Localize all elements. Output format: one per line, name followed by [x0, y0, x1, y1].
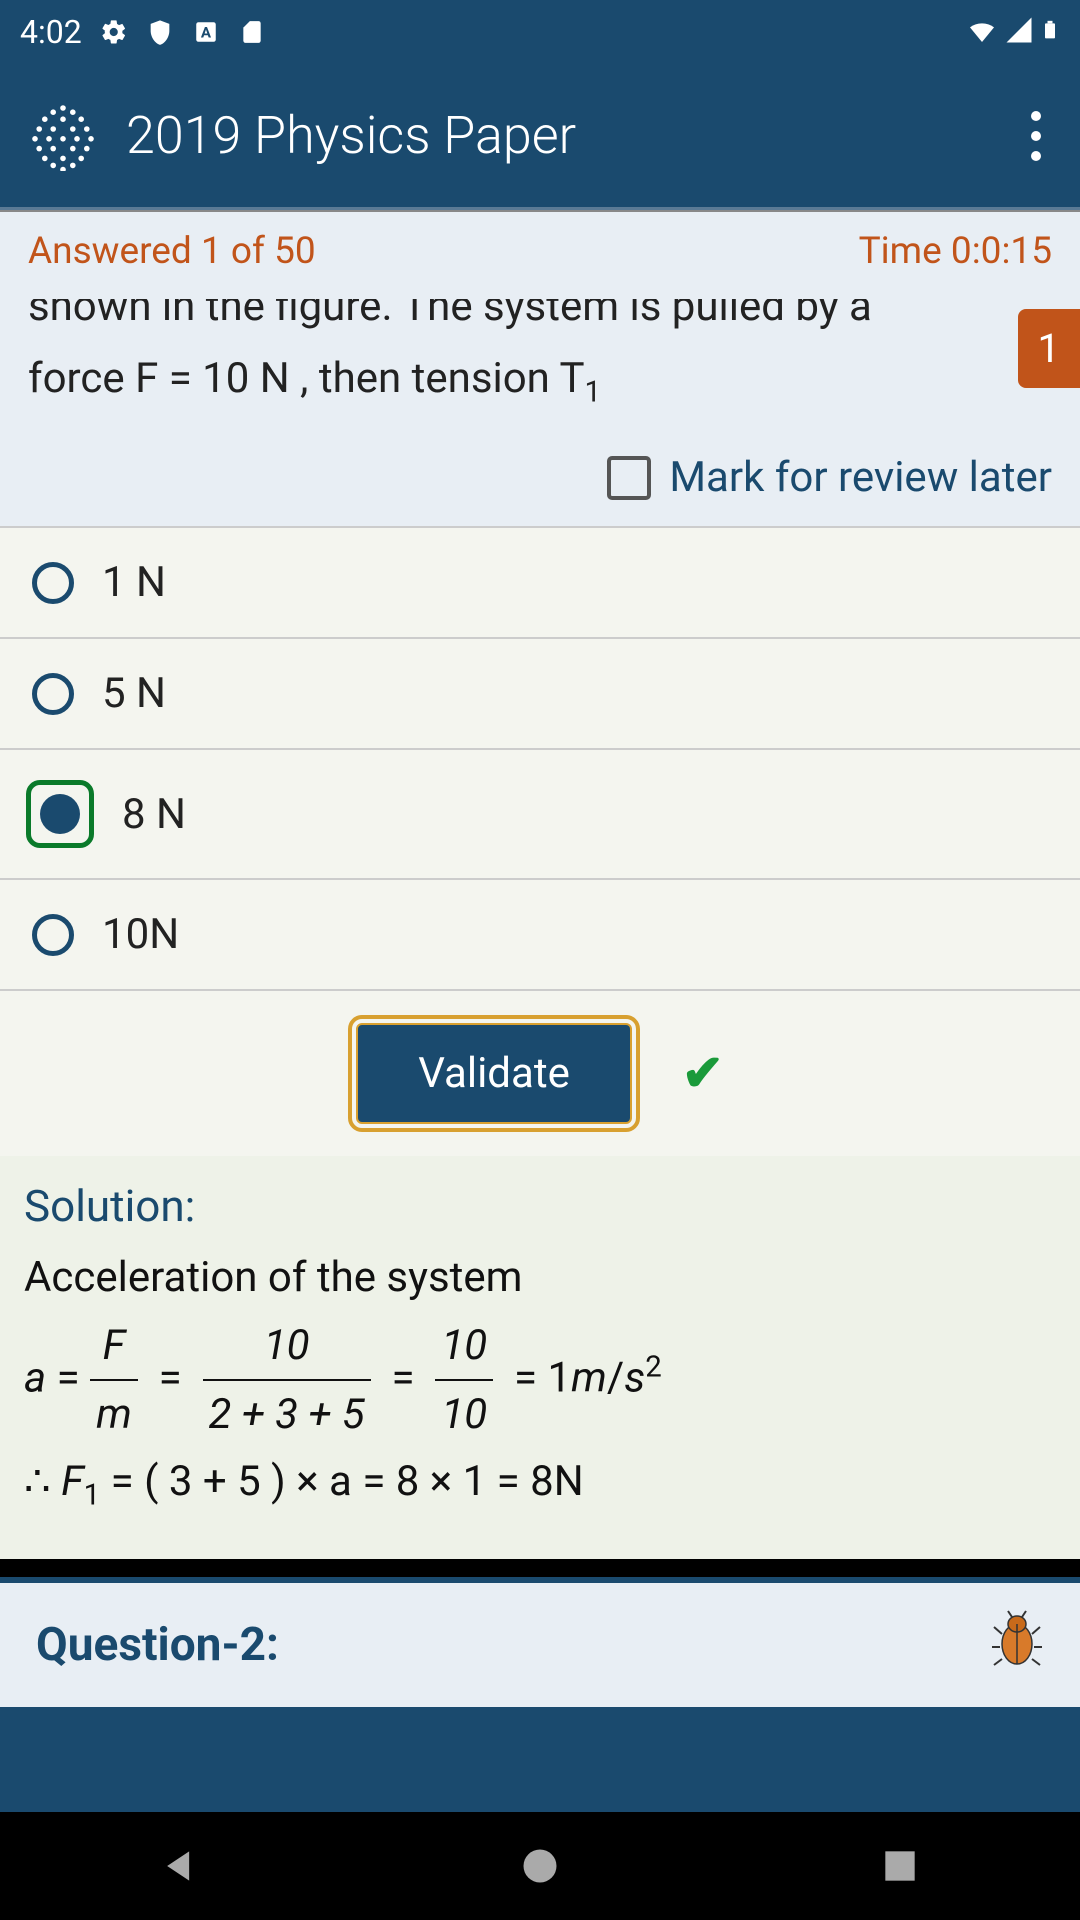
- answered-count: Answered 1 of 50: [28, 230, 316, 273]
- settings-icon: [100, 18, 128, 46]
- validate-button[interactable]: Validate: [356, 1023, 632, 1124]
- radio-selected-icon: [26, 780, 94, 848]
- svg-text:A: A: [201, 23, 212, 41]
- system-nav-bar: [0, 1812, 1080, 1920]
- option-2[interactable]: 5 N: [0, 639, 1080, 750]
- status-left: 4:02 A: [20, 13, 266, 51]
- app-bar: 2019 Physics Paper: [0, 64, 1080, 210]
- next-question-title: Question-2:: [36, 1618, 279, 1672]
- solution-area: Solution: Acceleration of the system a =…: [0, 1156, 1080, 1559]
- review-label: Mark for review later: [669, 453, 1052, 502]
- shield-icon: [146, 18, 174, 46]
- app-a-icon: A: [192, 18, 220, 46]
- battery-icon: [1040, 14, 1060, 50]
- option-label: 1 N: [102, 558, 166, 607]
- review-checkbox[interactable]: [607, 456, 651, 500]
- option-3[interactable]: 8 N: [0, 750, 1080, 880]
- validate-row: Validate ✔: [0, 991, 1080, 1156]
- question-area: shown in the figure. The system is pulle…: [0, 291, 1080, 526]
- option-4[interactable]: 10N: [0, 880, 1080, 991]
- sd-card-icon: [238, 18, 266, 46]
- overflow-menu-button[interactable]: [1030, 111, 1042, 161]
- signal-icon: [1004, 15, 1034, 49]
- question-text: shown in the figure. The system is pulle…: [28, 291, 1052, 413]
- report-bug-icon[interactable]: [990, 1609, 1044, 1681]
- status-right: [966, 14, 1060, 50]
- home-button[interactable]: [518, 1844, 562, 1888]
- option-label: 8 N: [122, 790, 186, 839]
- options-list: 1 N 5 N 8 N 10N: [0, 526, 1080, 991]
- question-number-badge[interactable]: 1: [1018, 309, 1080, 388]
- review-row: Mark for review later: [28, 453, 1052, 502]
- back-button[interactable]: [158, 1844, 202, 1888]
- option-1[interactable]: 1 N: [0, 526, 1080, 639]
- option-label: 10N: [102, 910, 179, 959]
- recents-button[interactable]: [878, 1844, 922, 1888]
- app-title: 2019 Physics Paper: [126, 105, 1030, 166]
- status-bar: 4:02 A: [0, 0, 1080, 64]
- info-bar: Answered 1 of 50 Time 0:0:15: [0, 210, 1080, 291]
- solution-text: Acceleration of the system a = Fm = 102 …: [24, 1244, 1052, 1519]
- wifi-icon: [966, 14, 998, 50]
- radio-icon: [32, 673, 74, 715]
- radio-icon: [32, 914, 74, 956]
- option-label: 5 N: [102, 669, 166, 718]
- timer-display: Time 0:0:15: [859, 230, 1052, 273]
- app-logo-icon: [28, 101, 98, 171]
- radio-icon: [32, 562, 74, 604]
- check-icon: ✔: [682, 1044, 724, 1103]
- status-time: 4:02: [20, 13, 82, 51]
- solution-title: Solution:: [24, 1180, 1052, 1232]
- next-question-header[interactable]: Question-2:: [0, 1577, 1080, 1707]
